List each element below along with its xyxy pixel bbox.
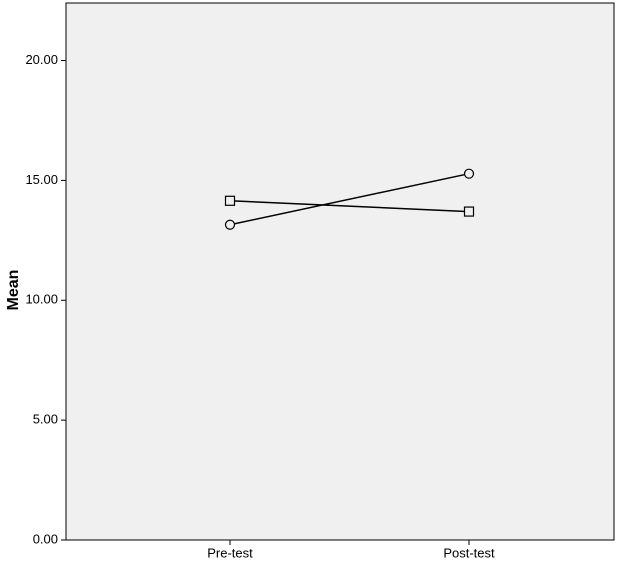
y-axis-title: Mean: [5, 270, 22, 311]
series-line: [229, 200, 470, 213]
y-tick-label: 15.00: [25, 172, 58, 187]
y-tick-label: 20.00: [25, 52, 58, 67]
point-marker: [224, 219, 236, 230]
x-tick-label: Pre-test: [207, 545, 253, 560]
point-marker: [463, 206, 475, 217]
y-tick-label: 5.00: [33, 412, 58, 427]
plot-area: [65, 2, 615, 541]
point-marker: [463, 168, 475, 179]
x-tick-label: Post-test: [443, 545, 495, 560]
point-marker: [224, 195, 236, 206]
series-line: [229, 172, 470, 226]
y-tick-label: 0.00: [33, 531, 58, 546]
y-tick-label: 10.00: [25, 292, 58, 307]
